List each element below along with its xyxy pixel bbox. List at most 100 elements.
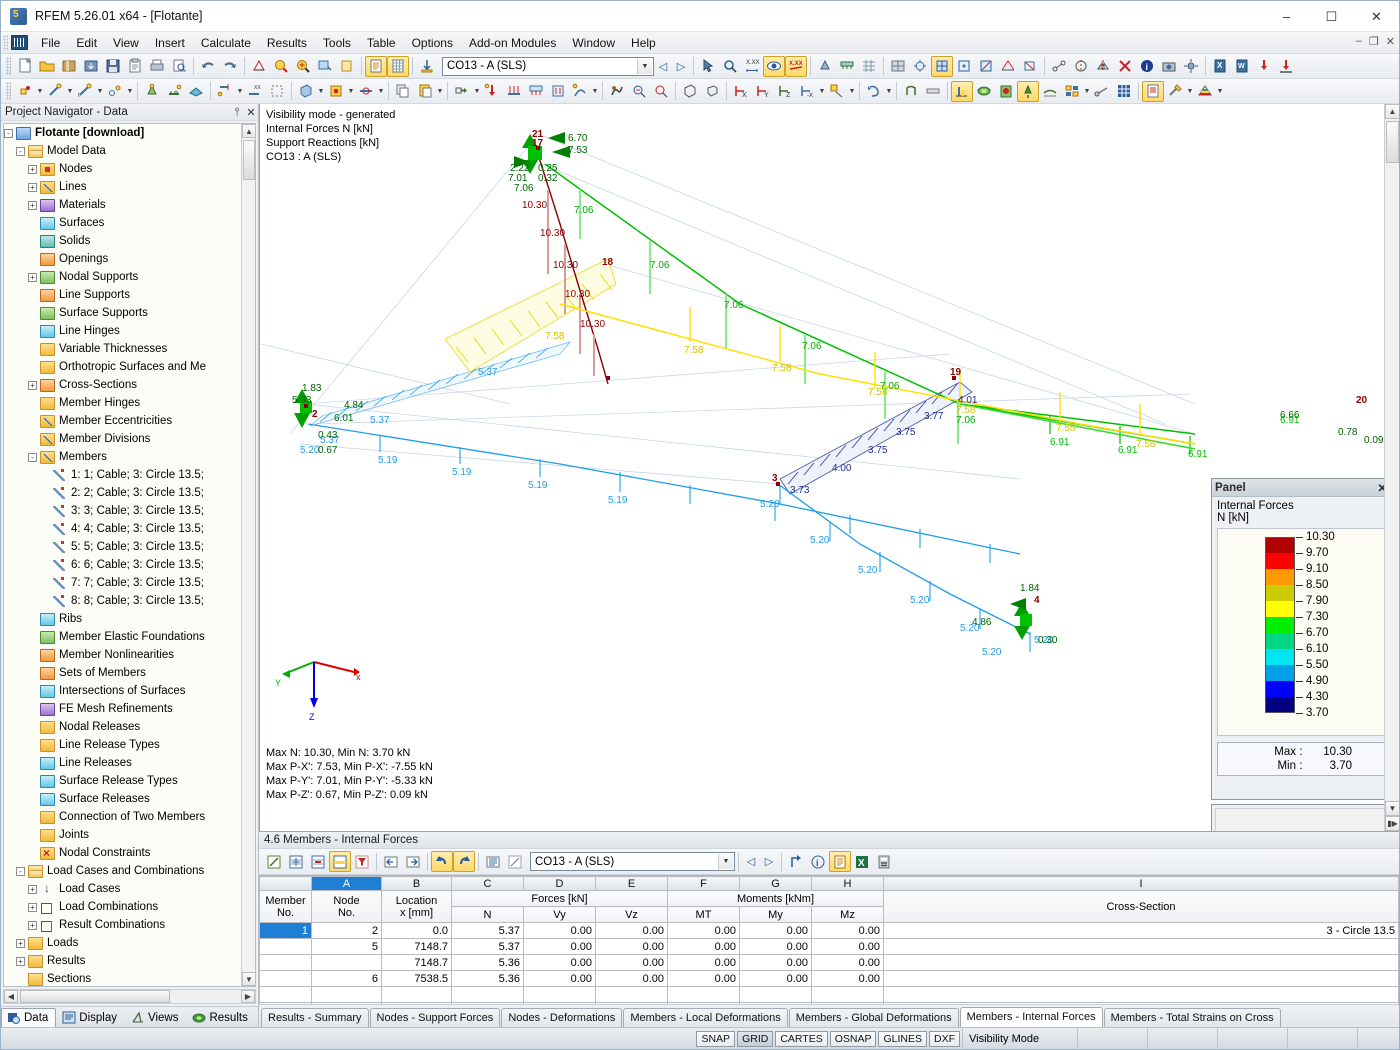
- new-line-support-icon[interactable]: [163, 81, 185, 102]
- column-header-C[interactable]: C: [451, 876, 524, 891]
- rotate-icon[interactable]: [1070, 56, 1092, 77]
- tree-item-surface-supports[interactable]: Surface Supports: [4, 304, 255, 322]
- tree-item-ribs[interactable]: Ribs: [4, 610, 255, 628]
- render-options-icon[interactable]: [1180, 56, 1202, 77]
- color-scale-icon[interactable]: [1194, 81, 1216, 102]
- table-calculator-icon[interactable]: [873, 851, 895, 872]
- expand-icon[interactable]: +: [16, 956, 25, 966]
- cell-N[interactable]: 5.37: [451, 938, 524, 955]
- tree-item-line-supports[interactable]: Line Supports: [4, 286, 255, 304]
- tree-item-line-releases[interactable]: Line Releases: [4, 754, 255, 772]
- cell-location-x[interactable]: 7538.5: [381, 970, 452, 987]
- menu-view[interactable]: View: [113, 35, 139, 50]
- info-icon[interactable]: i: [1136, 56, 1158, 77]
- new-node-icon[interactable]: [14, 81, 36, 102]
- cell-member-no[interactable]: [259, 970, 312, 987]
- tree-item-surface-release-types[interactable]: Surface Release Types: [4, 772, 255, 790]
- cell-Vz[interactable]: 0.00: [595, 938, 668, 955]
- tree-item-2-2-cable-3-circle-13-5[interactable]: 2: 2; Cable; 3: Circle 13.5;: [4, 484, 255, 502]
- cell-Vz[interactable]: 0.00: [595, 922, 668, 939]
- cell-member-no[interactable]: [259, 938, 312, 955]
- print-icon[interactable]: [146, 56, 168, 77]
- camera-icon[interactable]: [1158, 56, 1180, 77]
- chevron-down-icon[interactable]: ▼: [637, 58, 652, 74]
- new-member-icon[interactable]: I: [74, 81, 96, 102]
- save-icon[interactable]: [102, 56, 124, 77]
- menu-window[interactable]: Window: [572, 35, 616, 50]
- menu-addon-modules[interactable]: Add-on Modules: [468, 35, 557, 50]
- table-load-case-combo[interactable]: CO13 - A (SLS) ▼: [530, 852, 735, 871]
- cell-Vz[interactable]: 0.00: [595, 954, 668, 971]
- cell-My[interactable]: 0.00: [739, 970, 812, 987]
- sheet-tab-members-internal-forces[interactable]: Members - Internal Forces: [959, 1007, 1103, 1027]
- new-line-icon[interactable]: [44, 81, 66, 102]
- tree-item-sections[interactable]: Sections: [4, 970, 255, 986]
- table-row[interactable]: 7148.7 5.36 0.00 0.00 0.00 0.00 0.00: [259, 954, 1399, 971]
- cell-MT[interactable]: 0.00: [667, 954, 740, 971]
- new-line-dropdown[interactable]: ▼: [66, 87, 74, 95]
- load-wizard-icon[interactable]: [481, 81, 503, 102]
- new-node-dropdown[interactable]: ▼: [36, 87, 44, 95]
- view-iso-icon[interactable]: [679, 81, 701, 102]
- tree-item-materials[interactable]: + Materials: [4, 196, 255, 214]
- menu-calculate[interactable]: Calculate: [200, 35, 251, 50]
- deformation-icon[interactable]: [973, 81, 995, 102]
- expand-icon[interactable]: +: [28, 902, 37, 912]
- select-by-criteria-icon[interactable]: [719, 56, 741, 77]
- zoom-all-icon[interactable]: [292, 56, 314, 77]
- hscroll-left-icon[interactable]: ◀: [4, 990, 18, 1003]
- table-prev-page-icon[interactable]: [380, 851, 402, 872]
- pin-icon[interactable]: ⫯: [234, 105, 240, 118]
- cell-MT[interactable]: 0.00: [667, 922, 740, 939]
- result-diagram-dropdown[interactable]: ▼: [1083, 87, 1091, 95]
- cell-Vy[interactable]: 0.00: [523, 922, 596, 939]
- copy-object-icon[interactable]: [392, 81, 414, 102]
- cell-MT[interactable]: 0.00: [667, 938, 740, 955]
- viewport-scroll-down-icon[interactable]: ▼: [1385, 801, 1399, 816]
- rotate-view-dropdown[interactable]: ▼: [885, 87, 893, 95]
- tree-item-openings[interactable]: Openings: [4, 250, 255, 268]
- result-table-icon[interactable]: [1113, 81, 1135, 102]
- mesh-settings-icon[interactable]: [909, 56, 931, 77]
- expand-icon[interactable]: +: [16, 938, 25, 948]
- clipping-plane-icon[interactable]: [997, 56, 1019, 77]
- tree-item-intersections-of-surfaces[interactable]: Intersections of Surfaces: [4, 682, 255, 700]
- free-load-icon[interactable]: [547, 81, 569, 102]
- cell-node-no[interactable]: 6: [311, 970, 382, 987]
- status-toggle-cartes[interactable]: CARTES: [775, 1030, 828, 1047]
- tree-item-result-combinations[interactable]: + Result Combinations: [4, 916, 255, 934]
- tree-item-8-8-cable-3-circle-13-5[interactable]: 8: 8; Cable; 3: Circle 13.5;: [4, 592, 255, 610]
- tree-item-4-4-cable-3-circle-13-5[interactable]: 4: 4; Cable; 3: Circle 13.5;: [4, 520, 255, 538]
- view-box-icon[interactable]: [701, 81, 723, 102]
- solid-new-icon[interactable]: [295, 81, 317, 102]
- tree-item-line-release-types[interactable]: Line Release Types: [4, 736, 255, 754]
- menu-insert[interactable]: Insert: [154, 35, 185, 50]
- view-z-icon[interactable]: Z: [774, 81, 796, 102]
- select-objects-icon[interactable]: [697, 56, 719, 77]
- table-redo-icon[interactable]: [453, 851, 475, 872]
- table-delete-row-icon[interactable]: [307, 851, 329, 872]
- fe-mesh-icon[interactable]: [887, 56, 909, 77]
- table-goto-icon[interactable]: [785, 851, 807, 872]
- open-file-icon[interactable]: [36, 56, 58, 77]
- scroll-thumb[interactable]: [243, 140, 255, 180]
- cell-member-no[interactable]: [259, 954, 312, 971]
- tree-item-1-1-cable-3-circle-13-5[interactable]: 1: 1; Cable; 3: Circle 13.5;: [4, 466, 255, 484]
- viewport-scroll-thumb[interactable]: [1386, 121, 1399, 163]
- toolbar1-grip[interactable]: [6, 57, 11, 75]
- visibility-edit-icon[interactable]: [975, 56, 997, 77]
- hscroll-right-icon[interactable]: ▶: [241, 990, 255, 1003]
- generate-members-icon[interactable]: [451, 81, 473, 102]
- close-button[interactable]: ✕: [1371, 8, 1382, 24]
- table-row[interactable]: 1 2 0.0 5.37 0.00 0.00 0.00 0.00 0.00 3 - Circle …: [259, 922, 1399, 939]
- tree-item-fe-mesh-refinements[interactable]: FE Mesh Refinements: [4, 700, 255, 718]
- collapse-icon[interactable]: -: [16, 146, 25, 156]
- column-header-E[interactable]: E: [595, 876, 668, 891]
- rotate-view-icon[interactable]: [863, 81, 885, 102]
- table-row[interactable]: 5 7148.7 5.37 0.00 0.00 0.00 0.00 0.00: [259, 938, 1399, 955]
- tree-item-member-divisions[interactable]: Member Divisions: [4, 430, 255, 448]
- new-surface-dropdown[interactable]: ▼: [126, 87, 134, 95]
- navigator-tab-data[interactable]: Data: [1, 1008, 57, 1027]
- tree-item-3-3-cable-3-circle-13-5[interactable]: 3: 3; Cable; 3: Circle 13.5;: [4, 502, 255, 520]
- cell-Vy[interactable]: 0.00: [523, 970, 596, 987]
